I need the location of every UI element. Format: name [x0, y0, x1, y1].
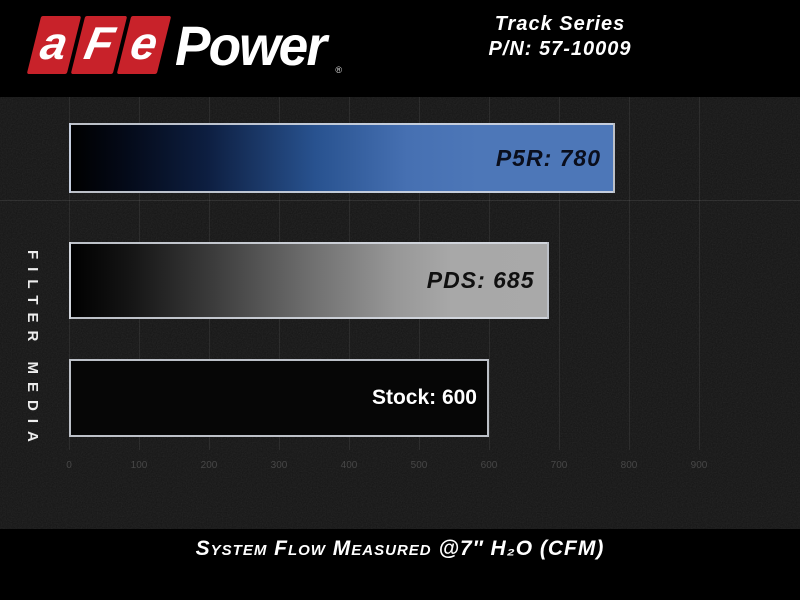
bar-stock: Stock: 600: [69, 359, 489, 437]
logo-letter-e: e: [126, 17, 162, 69]
registered-trademark-icon: ®: [335, 65, 342, 75]
x-tick-label: 900: [690, 460, 708, 471]
x-tick-label: 100: [130, 460, 148, 471]
part-number: P/N: 57-10009: [488, 38, 632, 60]
x-tick-label: 200: [200, 460, 218, 471]
chart-plot-area: FILTER MEDIA P5R: 780 PDS: 685 Stock: 60…: [0, 97, 800, 529]
horizontal-gridline: [0, 200, 800, 201]
bar-p5r: P5R: 780: [69, 123, 615, 193]
afe-power-logo: a F e Power ®: [18, 5, 398, 85]
x-tick-label: 600: [480, 460, 498, 471]
bar-label-p5r: P5R: 780: [495, 144, 601, 171]
bar-label-stock: Stock: 600: [371, 386, 477, 409]
vertical-gridline: [699, 97, 700, 450]
x-tick-label: 800: [620, 460, 638, 471]
x-tick-label: 700: [550, 460, 568, 471]
footer: System Flow Measured @7″ H₂O (CFM): [0, 529, 800, 600]
x-axis-caption: System Flow Measured @7″ H₂O (CFM): [195, 537, 605, 560]
y-axis-label: FILTER MEDIA: [24, 250, 41, 450]
header: a F e Power ® Track Series P/N: 57-10009: [0, 0, 800, 97]
bar-label-pds: PDS: 685: [426, 267, 535, 293]
vertical-gridline: [629, 97, 630, 450]
logo-wordmark-power: Power: [175, 13, 327, 77]
logo-letter-a: a: [36, 17, 73, 69]
title-block: Track Series P/N: 57-10009: [430, 13, 690, 61]
series-title: Track Series: [494, 13, 626, 35]
bar-pds: PDS: 685: [69, 242, 549, 319]
vertical-gridline: [559, 97, 560, 450]
x-tick-label: 300: [270, 460, 288, 471]
x-tick-label: 0: [66, 460, 72, 471]
x-tick-label: 400: [340, 460, 358, 471]
x-tick-label: 500: [410, 460, 428, 471]
logo-letter-f: F: [79, 17, 119, 69]
